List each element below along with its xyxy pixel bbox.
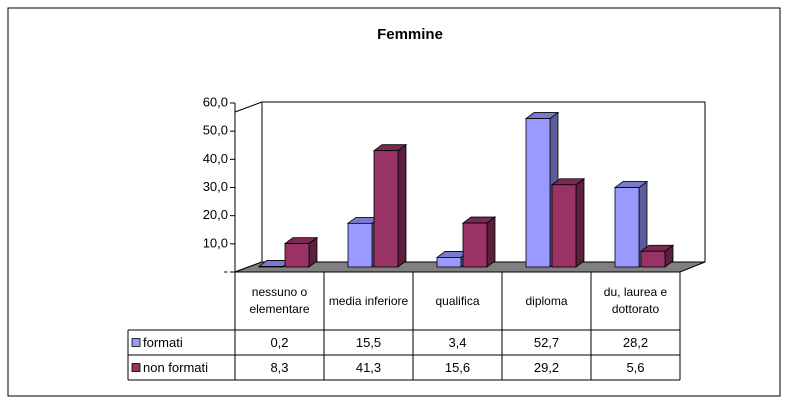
category-cell: diploma: [525, 293, 568, 308]
side-wall: [234, 101, 263, 273]
data-label: 28,2: [623, 335, 648, 350]
y-tick-label: 60,0: [203, 94, 228, 109]
legend-swatch: [131, 363, 141, 372]
data-label: 41,3: [356, 360, 381, 375]
x-tick-label: media inferiore: [328, 293, 409, 308]
x-tick-label: qualifica: [435, 293, 480, 308]
data-label: 0,2: [270, 335, 288, 350]
bar: [436, 257, 462, 268]
bar: [462, 222, 488, 268]
data-label: 15,5: [356, 335, 381, 350]
y-tick-label: -: [224, 263, 228, 278]
legend-label: non formati: [143, 360, 208, 375]
y-tick-label: 10,0: [203, 235, 228, 250]
legend-swatch: [131, 338, 141, 347]
data-label: 5,6: [626, 360, 644, 375]
legend-label: formati: [143, 335, 183, 350]
data-label: 3,4: [448, 335, 466, 350]
x-tick-label: du, laurea e dottorato: [603, 285, 668, 316]
bar-side: [575, 177, 585, 268]
bar: [347, 222, 373, 268]
bar-side: [486, 216, 496, 268]
bar: [373, 150, 399, 268]
y-tick-label: 50,0: [203, 123, 228, 138]
bar: [551, 184, 577, 268]
chart-title: Femmine: [377, 26, 443, 43]
category-cell: qualifica: [435, 293, 480, 308]
data-label: 29,2: [534, 360, 559, 375]
category-cell: media inferiore: [328, 293, 409, 308]
y-tick-label: 20,0: [203, 207, 228, 222]
bar-side: [397, 143, 407, 268]
y-tick-label: 40,0: [203, 151, 228, 166]
bar: [525, 118, 551, 268]
bar: [614, 187, 640, 268]
category-cell: du, laurea e dottorato: [603, 285, 668, 316]
bar: [258, 266, 284, 268]
bar: [284, 243, 310, 268]
category-cell: nessuno o elementare: [249, 285, 310, 316]
bar: [640, 250, 666, 268]
data-label: 52,7: [534, 335, 559, 350]
data-label: 8,3: [270, 360, 288, 375]
x-tick-label: nessuno o elementare: [249, 285, 310, 316]
x-tick-label: diploma: [525, 293, 568, 308]
y-tick-label: 30,0: [203, 179, 228, 194]
data-label: 15,6: [445, 360, 470, 375]
